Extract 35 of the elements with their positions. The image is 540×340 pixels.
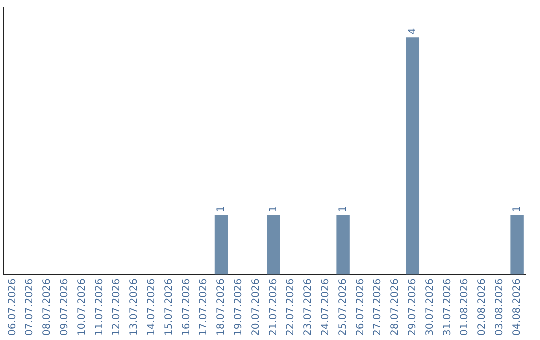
x-tick-label: 19.07.2026 bbox=[233, 278, 244, 336]
data-label: 1 bbox=[338, 206, 349, 212]
x-tick-label: 02.08.2026 bbox=[477, 278, 488, 336]
x-tick-label: 10.07.2026 bbox=[76, 278, 88, 336]
x-tick-label: 16.07.2026 bbox=[181, 278, 192, 336]
x-tick-label: 18.07.2026 bbox=[216, 278, 228, 336]
data-label: 4 bbox=[407, 28, 418, 35]
x-tick-label: 15.07.2026 bbox=[164, 278, 175, 336]
x-tick-label: 12.07.2026 bbox=[112, 278, 123, 336]
x-tick-label: 27.07.2026 bbox=[372, 278, 384, 336]
data-label: 1 bbox=[268, 206, 280, 212]
x-tick-label: 20.07.2026 bbox=[250, 278, 262, 336]
x-tick-label: 30.07.2026 bbox=[424, 278, 436, 336]
x-tick-label: 22.07.2026 bbox=[286, 278, 297, 336]
data-label: 1 bbox=[512, 206, 523, 212]
x-tick-label: 07.07.2026 bbox=[24, 278, 36, 336]
x-tick-label: 23.07.2026 bbox=[303, 278, 314, 336]
x-tick-label: 25.07.2026 bbox=[338, 278, 349, 336]
x-tick-label: 06.07.2026 bbox=[7, 278, 18, 336]
x-tick-label: 03.08.2026 bbox=[494, 278, 506, 336]
x-tick-label: 01.08.2026 bbox=[460, 278, 471, 336]
x-tick-label: 29.07.2026 bbox=[407, 278, 418, 336]
x-tick-label: 11.07.2026 bbox=[94, 278, 106, 336]
x-tick-label: 26.07.2026 bbox=[355, 278, 366, 336]
data-label: 1 bbox=[216, 206, 228, 212]
x-tick-label: 04.08.2026 bbox=[512, 278, 523, 336]
x-tick-label: 14.07.2026 bbox=[146, 278, 158, 336]
x-tick-label: 09.07.2026 bbox=[59, 278, 70, 336]
x-tick-label: 08.07.2026 bbox=[42, 278, 54, 336]
x-tick-label: 17.07.2026 bbox=[198, 278, 210, 336]
x-tick-label: 24.07.2026 bbox=[320, 278, 332, 336]
x-tick-label: 21.07.2026 bbox=[268, 278, 280, 336]
x-tick-label: 13.07.2026 bbox=[129, 278, 140, 336]
x-tick-label: 31.07.2026 bbox=[442, 278, 454, 336]
x-tick-label: 28.07.2026 bbox=[390, 278, 402, 336]
